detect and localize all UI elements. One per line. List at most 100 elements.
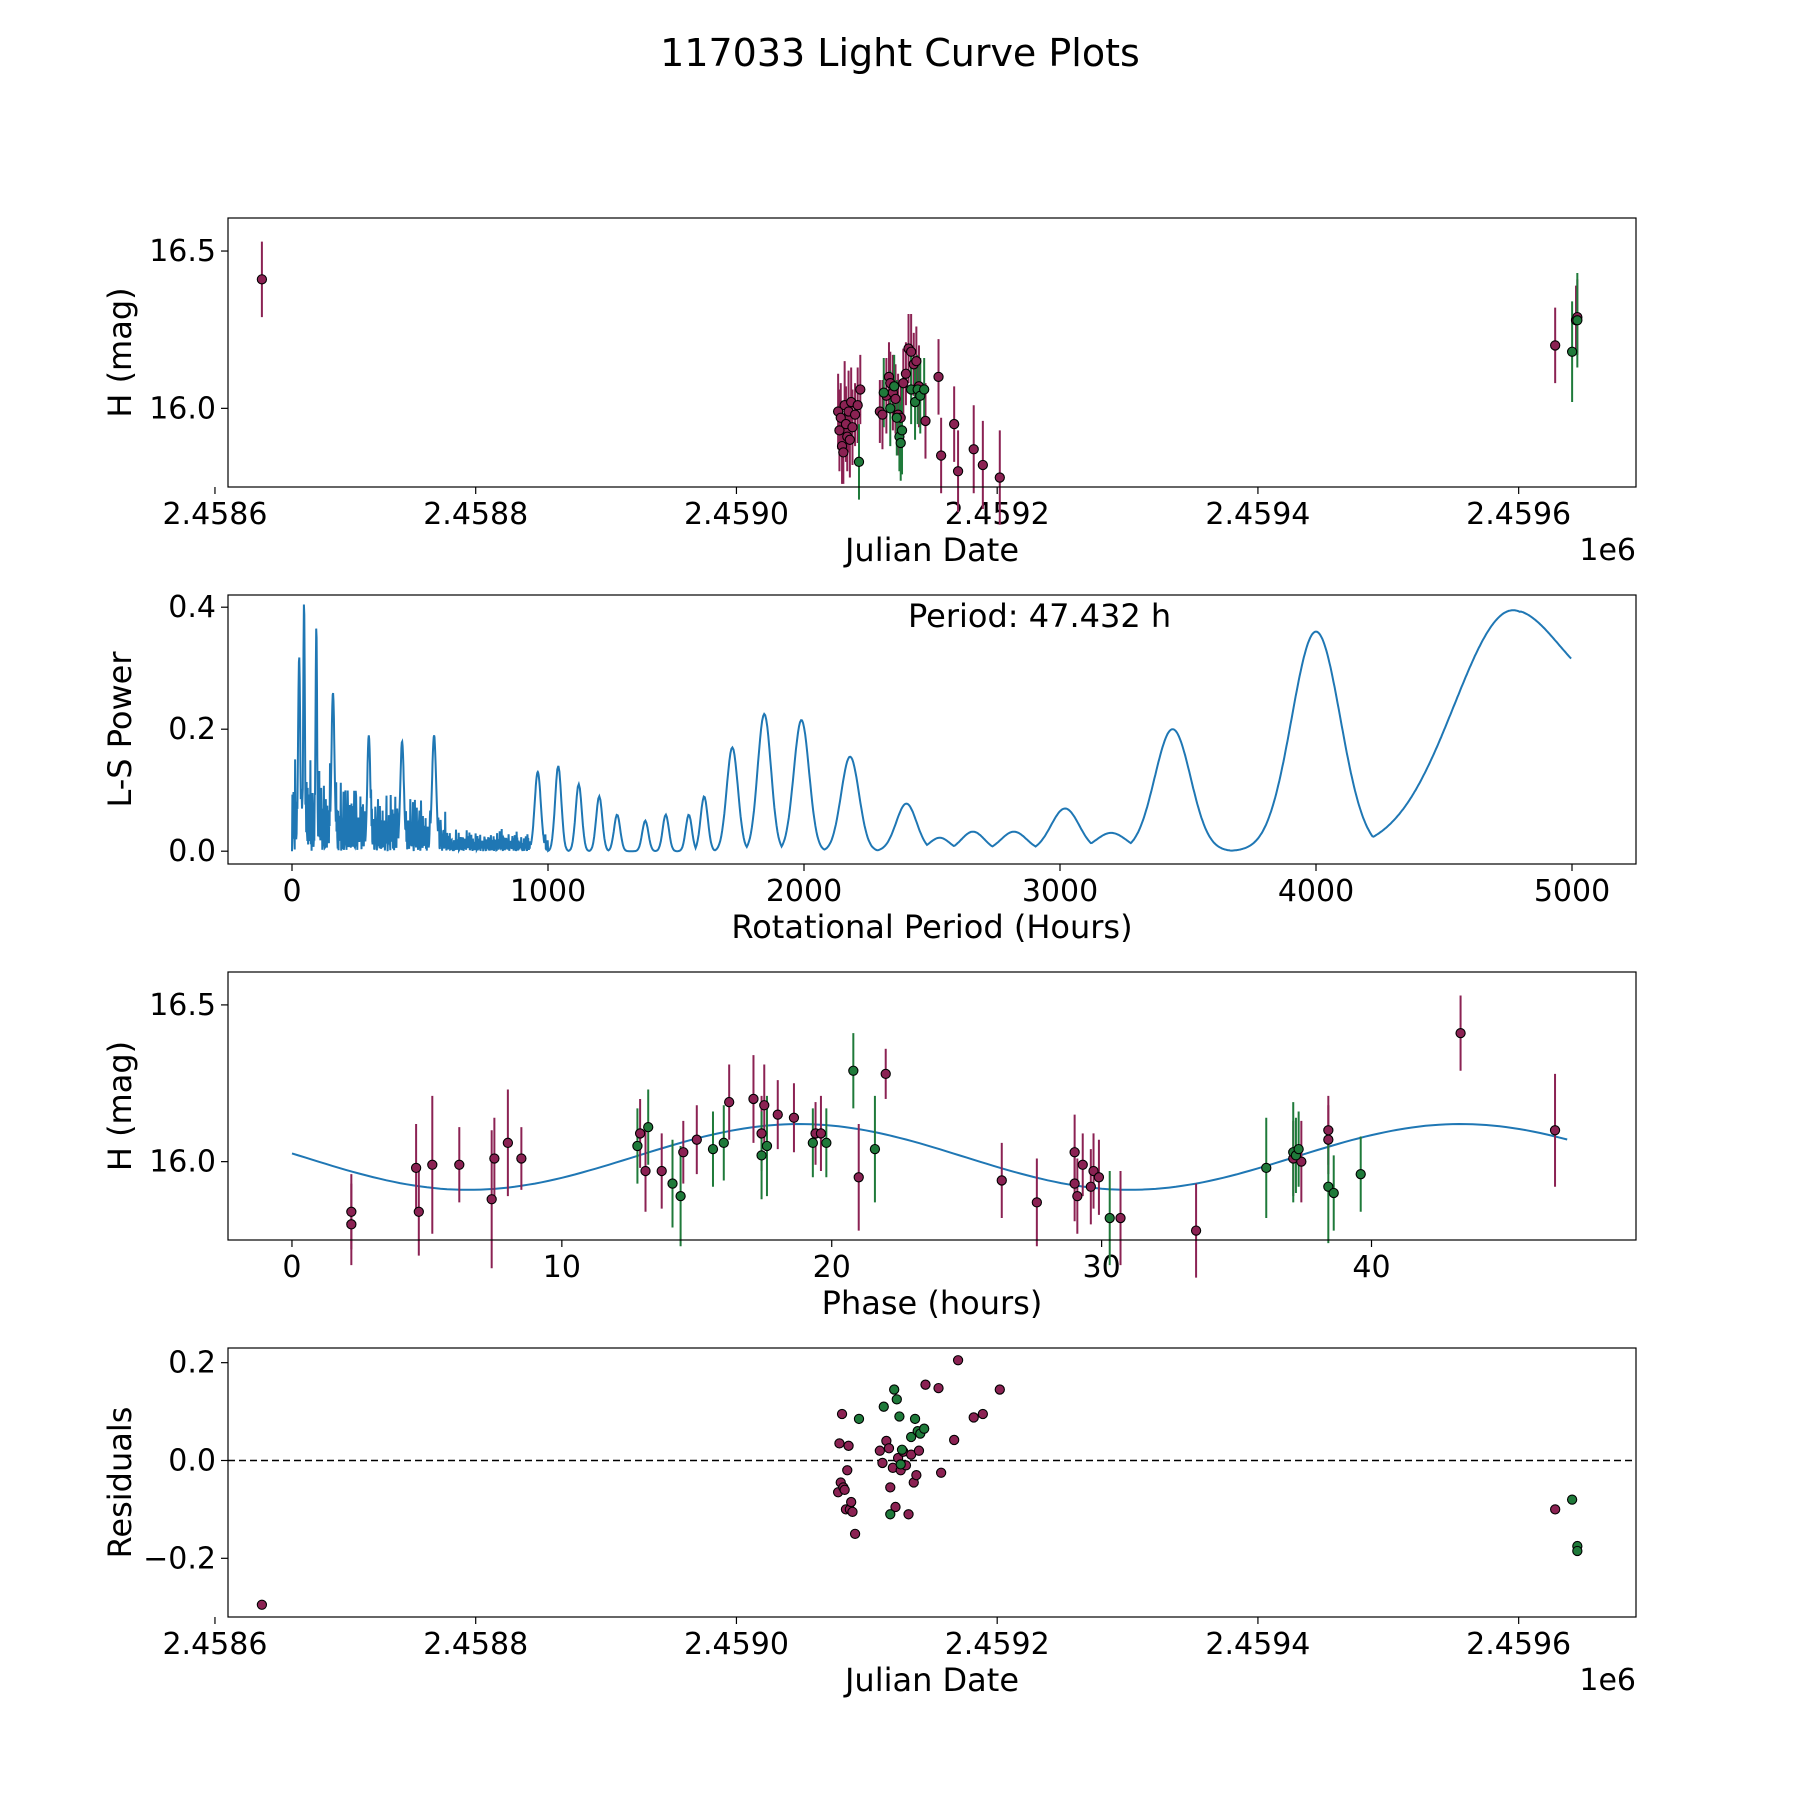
y-axis-label: H (mag)	[101, 1041, 139, 1171]
data-point	[895, 437, 906, 449]
data-point	[634, 1128, 646, 1139]
x-tick-label: 0	[282, 1250, 301, 1285]
data-point	[748, 1093, 759, 1105]
data-point	[920, 1379, 931, 1390]
y-tick-label: 16.5	[149, 234, 216, 269]
y-tick-label: 16.0	[149, 391, 216, 426]
data-point	[935, 1467, 947, 1478]
phased-panel: 0 10 20 30 40 16.0 16.5 Phase (hours) H (mag)	[101, 971, 1637, 1322]
data-point	[891, 412, 902, 423]
data-point	[933, 1382, 944, 1394]
data-point	[772, 1109, 783, 1120]
data-point	[853, 456, 865, 467]
data-point	[853, 1413, 865, 1425]
data-point	[724, 1096, 735, 1108]
x-tick-label: 2.4596	[1466, 497, 1571, 532]
x-tick-label: 2.4588	[423, 497, 528, 532]
data-point	[839, 1484, 850, 1495]
x-axis-label: Julian Date	[843, 1661, 1019, 1699]
data-point	[454, 1159, 465, 1170]
data-point	[911, 356, 922, 367]
data-point	[843, 1440, 854, 1451]
y-tick-label: 16.0	[149, 1145, 216, 1180]
data-point	[919, 1423, 930, 1434]
data-point	[849, 409, 861, 420]
x-tick-label: 40	[1352, 1250, 1390, 1285]
data-point	[821, 1137, 832, 1148]
data-point	[1293, 1143, 1304, 1155]
data-point	[1566, 346, 1578, 357]
periodogram-panel: 0 1000 2000 3000 4000 5000 0.0 0.2 0.4 Rotational…	[101, 590, 1637, 946]
plot-frame	[227, 594, 1637, 865]
data-point	[1031, 1197, 1043, 1208]
plot-frame	[227, 217, 1637, 488]
data-point	[1115, 1212, 1126, 1224]
data-point	[994, 472, 1005, 483]
y-tick-label: 0.2	[168, 712, 216, 747]
data-point	[1323, 1125, 1334, 1136]
data-point	[834, 425, 845, 436]
x-tick-label: 2.4594	[1205, 1627, 1310, 1662]
data-point	[675, 1190, 686, 1202]
axis-offset-text: 1e6	[1579, 1663, 1636, 1698]
x-tick-label: 2.4588	[423, 1627, 528, 1662]
x-tick-label: 4000	[1278, 874, 1354, 909]
data-point	[949, 1434, 960, 1446]
data-point	[905, 1431, 917, 1443]
data-point	[761, 1140, 773, 1152]
x-tick-label: 2000	[766, 874, 842, 909]
x-tick-label: 2.4592	[945, 1627, 1050, 1662]
y-tick-label: 0.0	[168, 1443, 216, 1478]
y-tick-label: 0.4	[168, 590, 216, 625]
x-axis-label: Julian Date	[843, 531, 1019, 569]
data-point	[691, 1134, 702, 1145]
data-point	[977, 1408, 988, 1420]
data-points	[256, 241, 1583, 525]
data-point	[996, 1175, 1007, 1186]
data-point	[516, 1153, 527, 1164]
lightcurve-panel: 2.4586 2.4588 2.4590 2.4592 2.4594 2.4596 16.0…	[101, 217, 1637, 569]
data-point	[1328, 1187, 1339, 1199]
data-point	[1355, 1169, 1366, 1180]
data-point	[413, 1206, 424, 1217]
data-point	[885, 1509, 896, 1520]
residuals-panel: 2.4586 2.4588 2.4590 2.4592 2.4594 2.4596 −0.2…	[101, 1346, 1637, 1699]
x-tick-label: 2.4590	[684, 1627, 789, 1662]
y-axis-label: H (mag)	[101, 287, 139, 417]
data-point	[952, 466, 964, 477]
data-points	[256, 1355, 1583, 1610]
x-tick-label: 2.4590	[684, 497, 789, 532]
data-point	[968, 1412, 979, 1423]
x-tick-label: 2.4596	[1466, 1627, 1571, 1662]
data-point	[913, 1445, 925, 1456]
data-point	[1549, 1125, 1561, 1136]
data-point	[1069, 1178, 1080, 1189]
data-point	[933, 371, 944, 383]
data-point	[847, 422, 858, 433]
data-point	[759, 1100, 770, 1111]
data-point	[1072, 1190, 1083, 1202]
data-point	[977, 459, 988, 471]
data-point	[994, 1384, 1005, 1395]
data-point	[853, 1172, 864, 1183]
data-point	[889, 381, 900, 392]
data-point	[707, 1143, 719, 1155]
x-tick-label: 2.4594	[1205, 497, 1310, 532]
x-tick-label: 3000	[1022, 874, 1098, 909]
data-points	[346, 995, 1561, 1278]
data-point	[895, 1459, 906, 1470]
data-point	[903, 1509, 914, 1520]
data-point	[1550, 340, 1561, 351]
data-point	[502, 1137, 514, 1148]
data-point	[1190, 1225, 1202, 1236]
x-tick-label: 0	[282, 874, 301, 909]
x-tick-label: 2.4586	[162, 497, 267, 532]
x-tick-label: 30	[1083, 1250, 1121, 1285]
data-point	[346, 1206, 357, 1217]
plot-frame	[227, 971, 1637, 1241]
x-tick-label: 1000	[510, 874, 586, 909]
data-point	[869, 1143, 881, 1155]
data-point	[1550, 1504, 1561, 1515]
data-point	[848, 1065, 859, 1076]
y-tick-label: 0.2	[168, 1346, 216, 1381]
